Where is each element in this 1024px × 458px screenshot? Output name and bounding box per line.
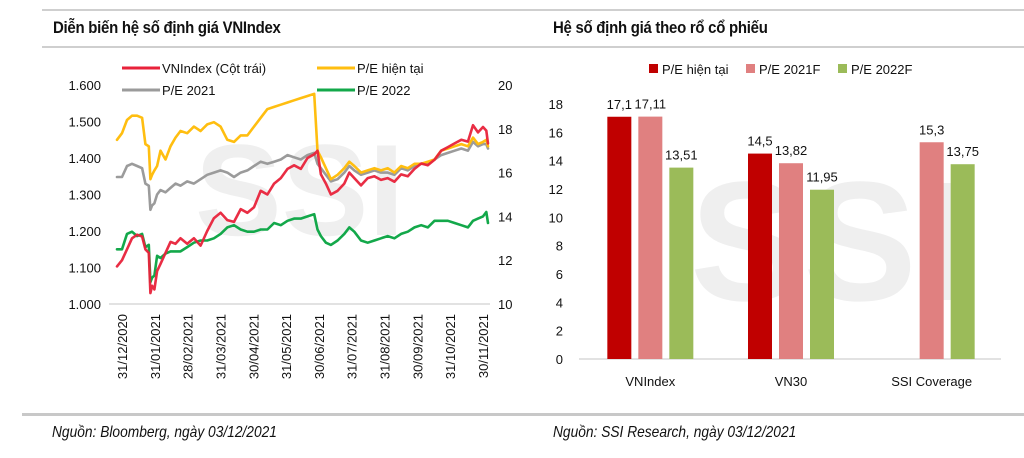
x-tick-label: 31/01/2021 [148, 314, 163, 379]
y-tick-label: 12 [549, 182, 563, 197]
bar-vn30-1 [779, 163, 803, 359]
legend-label: P/E 2022 [357, 83, 411, 98]
legend-swatch [746, 64, 755, 73]
y-left-tick-label: 1.500 [68, 115, 101, 130]
legend-swatch [649, 64, 658, 73]
y-left-tick-label: 1.000 [68, 297, 101, 312]
header-rule [42, 46, 1024, 48]
x-tick-label: 31/12/2020 [115, 314, 130, 379]
x-category-label: VNIndex [625, 374, 675, 389]
left-chart-title: Diễn biến hệ số định giá VNIndex [53, 18, 281, 37]
y-tick-label: 10 [549, 210, 563, 225]
y-right-tick-label: 18 [498, 122, 512, 137]
bar-ssi-coverage-2 [950, 164, 975, 359]
y-left-tick-label: 1.600 [68, 78, 101, 93]
bar-ssi-coverage-1 [919, 142, 944, 359]
bar-data-label: 15,3 [919, 122, 944, 137]
legend-label: VNIndex (Cột trái) [162, 61, 266, 76]
footer-rule [22, 413, 1024, 416]
y-right-tick-label: 14 [498, 209, 512, 224]
y-tick-label: 6 [556, 267, 563, 282]
series-line-pe-2022 [115, 210, 490, 284]
y-tick-label: 2 [556, 324, 563, 339]
y-tick-label: 0 [556, 352, 563, 367]
y-tick-label: 16 [549, 125, 563, 140]
bar-data-label: 17,1 [607, 97, 632, 112]
bar-vn30-2 [810, 189, 834, 359]
y-tick-label: 4 [556, 295, 563, 310]
bar-vnindex-1 [638, 116, 663, 359]
x-tick-label: 30/11/2021 [476, 314, 491, 378]
y-tick-label: 8 [556, 239, 563, 254]
x-tick-label: 30/09/2021 [410, 314, 425, 379]
y-tick-label: 18 [549, 97, 563, 112]
bar-vn30-0 [748, 153, 772, 359]
y-tick-label: 14 [549, 154, 563, 169]
legend-label: P/E 2021 [162, 83, 216, 98]
x-tick-label: 31/10/2021 [443, 314, 458, 379]
right-chart-source: Nguồn: SSI Research, ngày 03/12/2021 [553, 424, 797, 441]
x-tick-label: 28/02/2021 [181, 314, 196, 379]
y-left-tick-label: 1.400 [68, 151, 101, 166]
x-tick-label: 31/08/2021 [378, 314, 393, 379]
legend-label: P/E 2022F [851, 62, 912, 77]
series-line-vnindex [115, 123, 490, 295]
legend-label: P/E 2021F [759, 62, 820, 77]
top-rule [42, 9, 1024, 11]
x-tick-label: 31/05/2021 [279, 314, 294, 379]
line-chart: SSI 1.0001.1001.2001.3001.4001.5001.6001… [68, 61, 512, 379]
y-right-tick-label: 20 [498, 78, 512, 93]
x-tick-label: 31/07/2021 [345, 314, 360, 379]
y-left-tick-label: 1.200 [68, 224, 101, 239]
x-tick-label: 30/04/2021 [246, 314, 261, 379]
bar-data-label: 17,11 [635, 97, 667, 112]
legend-label: P/E hiện tại [357, 61, 424, 76]
right-chart-title: Hệ số định giá theo rổ cổ phiếu [553, 18, 768, 37]
legend-label: P/E hiện tại [662, 62, 729, 77]
x-tick-label: 30/06/2021 [312, 314, 327, 379]
x-category-label: SSI Coverage [891, 374, 972, 389]
y-right-tick-label: 16 [498, 166, 512, 181]
x-category-label: VN30 [775, 374, 808, 389]
y-right-tick-label: 10 [498, 297, 512, 312]
bar-data-label: 13,75 [946, 144, 979, 159]
y-left-tick-label: 1.100 [68, 261, 101, 276]
x-tick-label: 31/03/2021 [213, 314, 228, 379]
bar-data-label: 13,51 [665, 148, 698, 163]
y-right-tick-label: 12 [498, 253, 512, 268]
bar-vnindex-0 [607, 116, 632, 359]
bar-data-label: 13,82 [775, 143, 808, 158]
y-left-tick-label: 1.300 [68, 188, 101, 203]
bar-data-label: 14,5 [747, 134, 772, 149]
legend-swatch [838, 64, 847, 73]
bar-vnindex-2 [669, 167, 694, 359]
bar-data-label: 11,95 [806, 170, 838, 185]
series-line-pe-current [115, 92, 490, 181]
left-chart-source: Nguồn: Bloomberg, ngày 03/12/2021 [52, 424, 277, 441]
